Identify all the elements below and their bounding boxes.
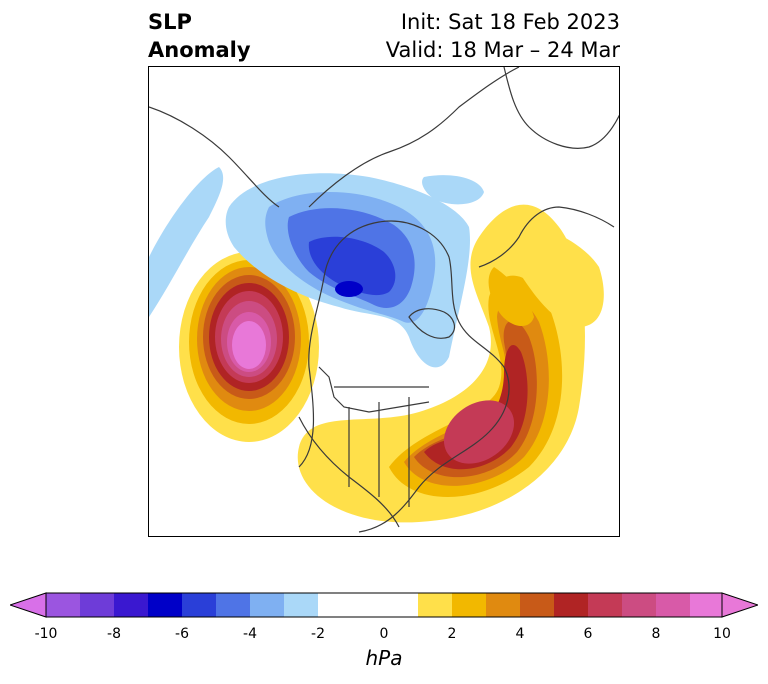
colorbar-segment (656, 593, 690, 617)
colorbar-segment (46, 593, 80, 617)
init-date-label: Init: Sat 18 Feb 2023 (400, 10, 620, 34)
colorbar-tick-label: 0 (379, 626, 389, 642)
colorbar-segment (250, 593, 284, 617)
colorbar-segment (554, 593, 588, 617)
colorbar-segment (418, 593, 452, 617)
colorbar-ticks: -10 -8 -6 -4 -2 0 2 4 6 8 10 (0, 626, 768, 646)
slp-anomaly-map (149, 67, 619, 533)
colorbar-segment (216, 593, 250, 617)
map-title: SLP Anomaly (148, 8, 251, 64)
arctic-low-anomaly (149, 167, 484, 368)
colorbar-segment (182, 593, 216, 617)
map-panel (148, 66, 620, 537)
colorbar-segment (318, 593, 418, 617)
colorbar-tick-label: -6 (175, 626, 189, 642)
colorbar (10, 592, 758, 618)
title-line-2: Anomaly (148, 38, 251, 62)
colorbar-segment (588, 593, 622, 617)
atlantic-high-anomaly (297, 204, 604, 523)
colorbar-unit-label: hPa (365, 646, 403, 670)
colorbar-segment (486, 593, 520, 617)
colorbar-segment (690, 593, 722, 617)
colorbar-tick-label: 10 (713, 626, 731, 642)
colorbar-segment (622, 593, 656, 617)
colorbar-tick-label: -2 (311, 626, 325, 642)
map-dates: Init: Sat 18 Feb 2023 Valid: 18 Mar – 24… (386, 8, 620, 64)
colorbar-extend-low (10, 592, 47, 618)
colorbar-tick-label: 8 (651, 626, 661, 642)
colorbar-tick-label: -10 (34, 626, 58, 642)
colorbar-segment (520, 593, 554, 617)
coastlines (149, 67, 619, 533)
colorbar-segment (80, 593, 114, 617)
colorbar-tick-label: 4 (515, 626, 525, 642)
colorbar-tick-label: -4 (243, 626, 257, 642)
colorbar-extend-high (721, 592, 758, 618)
colorbar-tick-label: 6 (583, 626, 593, 642)
colorbar-segment (114, 593, 148, 617)
valid-range-label: Valid: 18 Mar – 24 Mar (385, 38, 620, 62)
colorbar-tick-label: 2 (447, 626, 457, 642)
colorbar-segment (148, 593, 182, 617)
pacific-high-anomaly (179, 252, 319, 442)
title-line-1: SLP (148, 10, 192, 34)
colorbar-tick-label: -8 (107, 626, 121, 642)
colorbar-segment (452, 593, 486, 617)
colorbar-segment (284, 593, 318, 617)
